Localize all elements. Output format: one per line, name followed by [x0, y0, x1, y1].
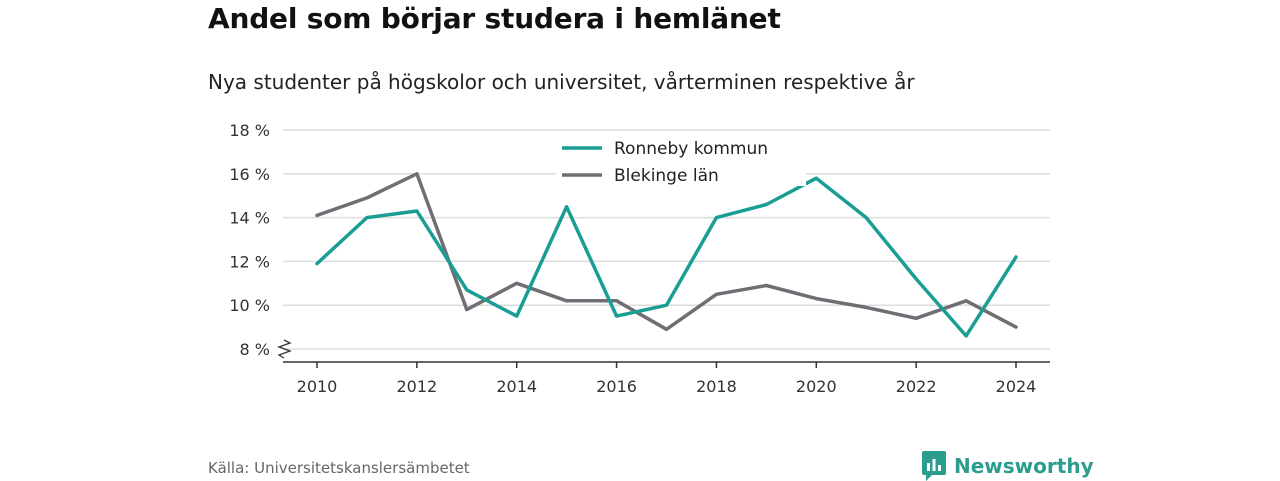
y-axis-tick-labels: 8 % 10 % 12 % 14 % 16 % 18 %	[229, 121, 270, 359]
x-tick-label: 2014	[496, 377, 537, 396]
legend-background	[556, 166, 806, 186]
x-axis	[277, 339, 1050, 363]
series-lines	[315, 172, 1018, 338]
series-line-blekinge	[315, 172, 1018, 332]
axis-break-mark	[277, 339, 292, 359]
bar-chart-logo-icon	[922, 451, 946, 481]
legend: Ronneby kommun Blekinge län	[556, 139, 806, 186]
y-tick-label: 12 %	[229, 252, 270, 271]
y-tick-label: 18 %	[229, 121, 270, 140]
chart-subtitle: Nya studenter på högskolor och universit…	[208, 70, 915, 94]
y-tick-label: 16 %	[229, 165, 270, 184]
x-tick-label: 2022	[896, 377, 937, 396]
legend-item-ronneby: Ronneby kommun	[556, 139, 806, 159]
newsworthy-logo: Newsworthy	[922, 451, 1094, 481]
x-tick-label: 2020	[796, 377, 837, 396]
legend-background	[556, 139, 806, 159]
series-line-ronneby	[315, 176, 1018, 338]
legend-item-blekinge: Blekinge län	[556, 166, 806, 186]
legend-label: Ronneby kommun	[614, 139, 768, 159]
source-note: Källa: Universitetskanslersämbetet	[208, 459, 470, 477]
x-tick-label: 2016	[596, 377, 637, 396]
grid-lines	[283, 129, 1050, 350]
y-tick-label: 8 %	[240, 340, 270, 359]
x-axis-tick-labels: 2010 2012 2014 2016 2018 2020 2022 2024	[297, 362, 1037, 396]
y-tick-label: 10 %	[229, 296, 270, 315]
legend-label: Blekinge län	[614, 166, 719, 186]
brand-name: Newsworthy	[954, 454, 1094, 478]
x-tick-label: 2010	[297, 377, 338, 396]
y-tick-label: 14 %	[229, 209, 270, 228]
x-tick-label: 2024	[996, 377, 1037, 396]
chart-title: Andel som börjar studera i hemlänet	[208, 2, 781, 35]
x-tick-label: 2018	[696, 377, 737, 396]
x-tick-label: 2012	[396, 377, 437, 396]
